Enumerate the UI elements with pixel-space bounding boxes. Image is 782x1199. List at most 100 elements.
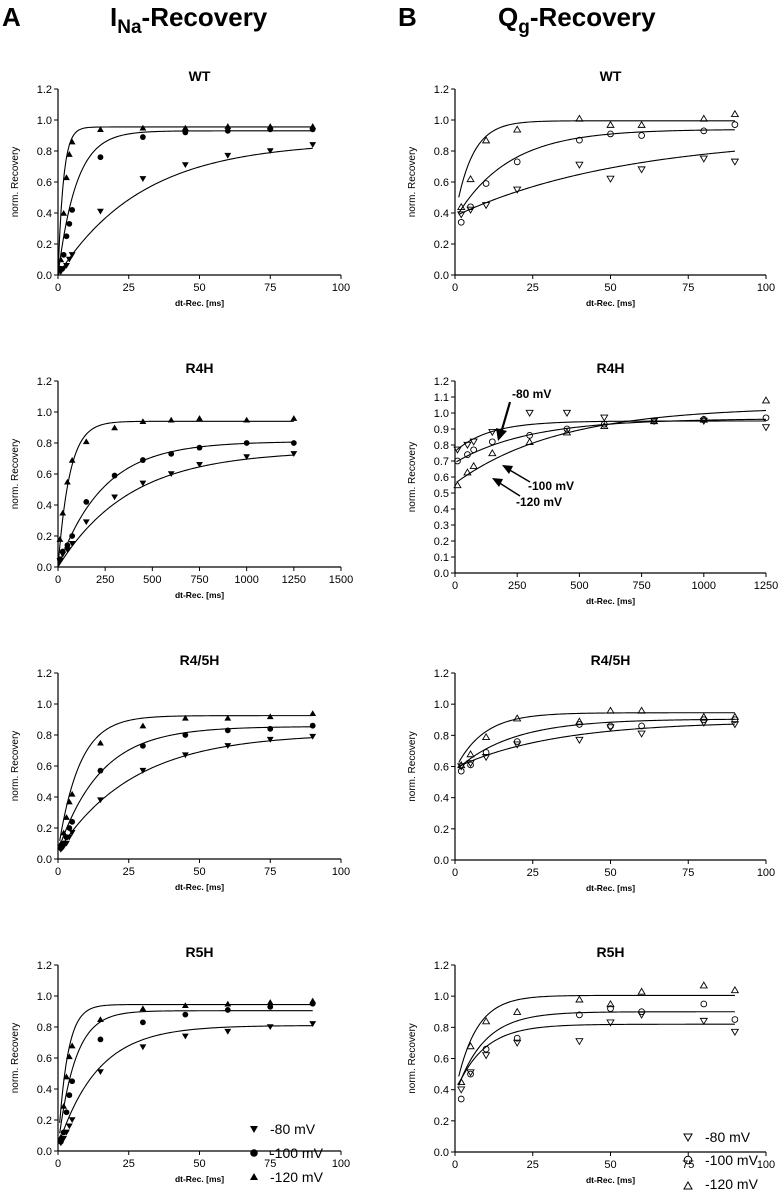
fit-curve-tri-up — [456, 409, 767, 483]
data-point-circle — [290, 440, 297, 446]
legend-marker-80 — [250, 1126, 258, 1133]
data-point-circle — [69, 533, 76, 539]
data-point-tri-up — [699, 114, 708, 122]
data-point-circle — [762, 414, 770, 422]
fit-curve-circle — [57, 441, 294, 568]
data-point-tri-up — [575, 717, 584, 725]
data-point-tri-up — [562, 428, 572, 436]
data-point-tri-down — [68, 1117, 76, 1124]
x-tick-label: 0 — [452, 867, 458, 879]
y-tick-label: 1.0 — [37, 407, 52, 419]
x-tick-label: 100 — [332, 866, 350, 878]
data-point-circle — [63, 834, 70, 841]
panel-letter-a: A — [2, 2, 21, 32]
x-axis-label: dt-Rec. [ms] — [586, 883, 635, 893]
legend-label-80: -80 mV — [270, 1121, 316, 1137]
data-point-circle — [69, 207, 76, 213]
x-axis-label: dt-Rec. [ms] — [175, 1174, 224, 1184]
data-point-circle — [63, 1109, 70, 1116]
y-axis-label: norm. Recovery — [407, 731, 418, 802]
x-tick-label: 500 — [143, 574, 161, 586]
y-tick-label: 0.0 — [434, 855, 449, 867]
data-point-tri-down — [68, 541, 76, 547]
data-point-circle — [60, 1129, 67, 1136]
data-point-circle — [513, 158, 521, 166]
data-point-tri-down — [463, 441, 472, 449]
y-tick-label: 0.2 — [434, 824, 449, 836]
data-point-tri-up — [309, 123, 317, 129]
legend-marker-100 — [683, 1155, 693, 1165]
data-point-tri-down — [637, 730, 646, 738]
y-axis-label: norm. Recovery — [10, 147, 21, 218]
data-point-tri-up — [466, 174, 475, 183]
data-point-tri-up — [457, 1077, 466, 1086]
y-tick-label: 1.2 — [37, 668, 52, 680]
data-point-tri-up — [699, 712, 708, 720]
data-point-tri-down — [181, 162, 189, 169]
fit-curve-tri-up — [57, 420, 294, 568]
data-point-circle — [57, 265, 64, 272]
data-point-tri-up — [224, 714, 232, 721]
data-point-tri-down — [481, 202, 491, 210]
y-tick-label: 0.2 — [434, 239, 449, 251]
annotation-arrowhead-100 — [502, 465, 513, 474]
y-tick-label: 0.4 — [434, 504, 449, 516]
y-tick-label: 0.6 — [434, 1054, 449, 1066]
data-point-tri-up — [730, 109, 740, 117]
x-tick-label: 1500 — [329, 574, 353, 586]
data-point-circle — [309, 722, 316, 729]
y-tick-label: 0.6 — [37, 177, 52, 189]
data-point-tri-up — [457, 760, 466, 769]
data-point-tri-up — [167, 416, 175, 423]
fit-curve-circle — [458, 1011, 735, 1086]
y-tick-label: 1.2 — [37, 960, 52, 972]
data-point-circle — [454, 457, 461, 465]
data-point-tri-up — [60, 209, 68, 216]
data-point-tri-down — [167, 471, 175, 478]
data-point-tri-up — [481, 136, 491, 144]
data-point-circle — [196, 444, 203, 451]
y-tick-label: 0.2 — [434, 1116, 449, 1128]
data-point-tri-down — [457, 211, 466, 219]
data-point-tri-up — [730, 712, 740, 720]
y-tick-label: 0.0 — [37, 1146, 52, 1158]
data-point-tri-up — [196, 415, 203, 421]
data-point-tri-up — [466, 1042, 475, 1050]
x-tick-label: 750 — [190, 574, 208, 586]
data-point-circle — [638, 722, 645, 730]
data-point-tri-up — [97, 739, 104, 746]
data-point-tri-up — [63, 1073, 70, 1080]
data-point-tri-down — [562, 409, 572, 417]
fit-curve-tri-down — [57, 454, 294, 568]
data-point-tri-up — [59, 509, 67, 516]
y-tick-label: 0.4 — [37, 1084, 52, 1096]
data-point-circle — [66, 825, 73, 831]
data-point-tri-up — [68, 790, 76, 797]
data-point-tri-up — [181, 1002, 189, 1009]
x-axis-label: dt-Rec. [ms] — [586, 1175, 635, 1185]
data-point-tri-up — [453, 481, 462, 489]
fit-curve-circle — [59, 1010, 313, 1134]
y-tick-label: 0.2 — [37, 531, 52, 543]
fit-curve-circle — [458, 718, 735, 769]
data-point-tri-up — [481, 732, 491, 741]
x-tick-label: 25 — [123, 282, 135, 294]
data-point-tri-up — [649, 417, 659, 425]
data-point-tri-up — [181, 124, 189, 131]
y-tick-label: 1.0 — [434, 699, 449, 711]
data-point-circle — [69, 1078, 76, 1085]
data-point-tri-down — [730, 721, 740, 729]
fit-curve-tri-down — [458, 150, 735, 215]
y-tick-label: 0.0 — [434, 1147, 449, 1159]
data-point-circle — [140, 134, 146, 140]
data-point-tri-up — [606, 1000, 615, 1008]
data-point-tri-up — [224, 123, 232, 129]
y-tick-label: 0.4 — [434, 1085, 449, 1097]
data-point-circle — [140, 457, 146, 463]
data-point-circle — [607, 1005, 614, 1012]
legend-marker-120 — [250, 1173, 258, 1180]
data-point-tri-up — [513, 1007, 522, 1015]
y-tick-label: 0.8 — [434, 146, 449, 158]
data-point-tri-down — [469, 438, 478, 446]
data-point-tri-up — [309, 710, 317, 717]
